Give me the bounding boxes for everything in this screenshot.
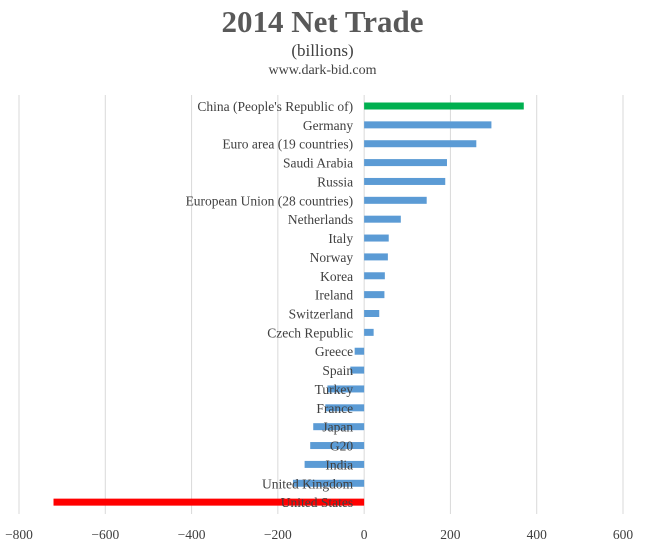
- bar: [364, 291, 385, 299]
- bar: [53, 498, 365, 506]
- bar: [364, 102, 524, 110]
- bar: [364, 310, 380, 317]
- bar: [364, 196, 427, 204]
- category-label: Italy: [328, 231, 353, 246]
- bar: [313, 423, 365, 431]
- category-label: Switzerland: [289, 307, 354, 322]
- category-label: Greece: [315, 344, 353, 359]
- bar: [327, 385, 365, 393]
- bar: [350, 366, 365, 374]
- category-label: Spain: [322, 363, 353, 378]
- bar: [364, 215, 401, 223]
- category-label: Russia: [317, 174, 353, 189]
- x-axis-tick-labels: −800 −600 −400 −200 0 200 400 600: [5, 527, 633, 542]
- category-label: Korea: [320, 269, 353, 284]
- category-label: Germany: [303, 118, 353, 133]
- category-label: India: [325, 457, 353, 472]
- chart-source: www.dark-bid.com: [268, 63, 377, 78]
- bar: [325, 404, 365, 412]
- bar: [364, 121, 492, 129]
- x-tick-label: −400: [178, 527, 206, 542]
- category-label: Euro area (19 countries): [222, 137, 353, 152]
- x-tick-label: 400: [527, 527, 548, 542]
- bar: [310, 442, 365, 450]
- category-label: Czech Republic: [267, 325, 353, 340]
- category-label: Norway: [310, 250, 354, 265]
- bar: [364, 253, 388, 261]
- x-tick-label: 200: [440, 527, 461, 542]
- bar: [364, 177, 446, 185]
- chart-subtitle: (billions): [291, 41, 354, 60]
- category-label: United States: [281, 495, 353, 510]
- bar: [292, 479, 365, 487]
- x-tick-label: −200: [264, 527, 292, 542]
- bar: [364, 140, 477, 148]
- category-label: G20: [330, 439, 353, 454]
- category-label: Netherlands: [288, 212, 353, 227]
- x-tick-label: −600: [91, 527, 119, 542]
- category-label: Ireland: [315, 288, 353, 303]
- x-tick-label: 0: [361, 527, 368, 542]
- bar: [364, 159, 447, 167]
- x-tick-label: 600: [613, 527, 634, 542]
- category-label: United Kingdom: [262, 476, 354, 491]
- bar: [354, 347, 365, 355]
- x-tick-label: −800: [5, 527, 33, 542]
- chart-title: 2014 Net Trade: [221, 4, 424, 39]
- bar-series: [53, 102, 524, 506]
- category-label: Turkey: [315, 382, 354, 397]
- bar: [304, 460, 365, 468]
- bar: [364, 234, 389, 242]
- category-labels: China (People's Republic of) Germany Euro …: [186, 99, 354, 510]
- category-label: European Union (28 countries): [186, 193, 354, 208]
- category-label: Saudi Arabia: [283, 156, 353, 171]
- bar: [364, 272, 385, 280]
- category-label: France: [316, 401, 353, 416]
- category-label: China (People's Republic of): [197, 99, 353, 114]
- bar: [364, 328, 374, 336]
- category-label: Japan: [322, 420, 353, 435]
